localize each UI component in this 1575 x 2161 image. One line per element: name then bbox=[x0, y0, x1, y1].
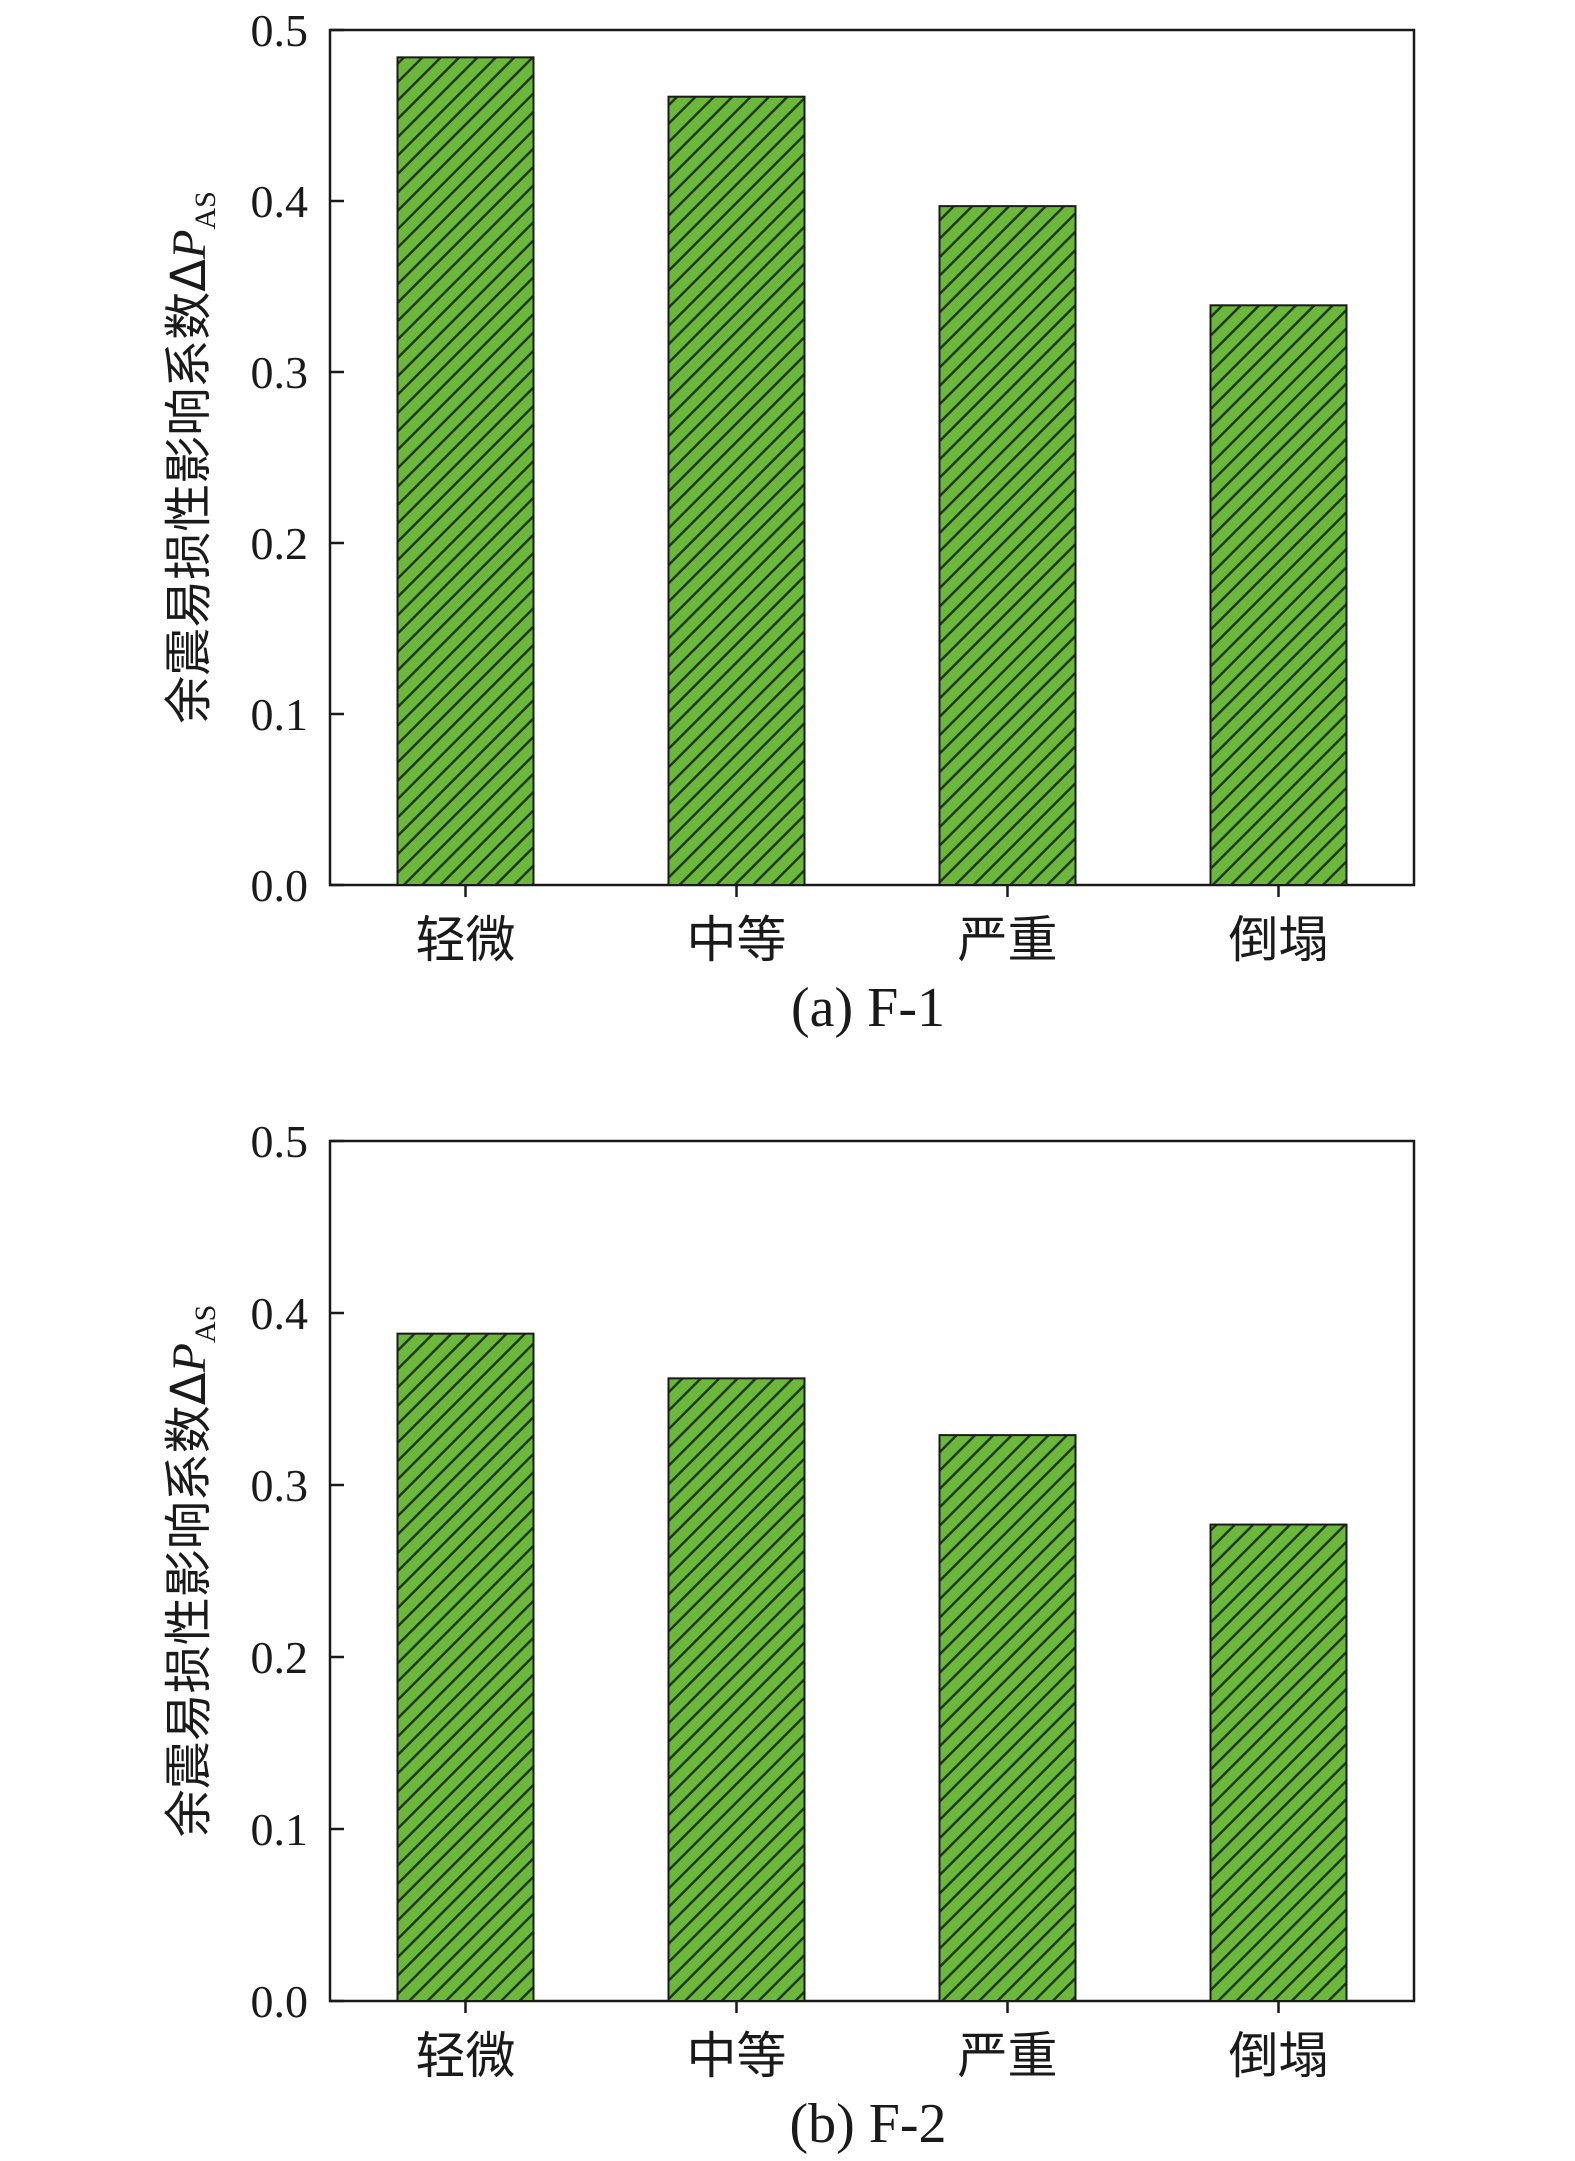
plot-frame bbox=[328, 1139, 1416, 2003]
y-tick-label: 0.4 bbox=[251, 1288, 309, 1339]
y-tick-label: 0.0 bbox=[251, 1976, 309, 2027]
x-category-label: 严重 bbox=[958, 911, 1058, 969]
bar-4 bbox=[1209, 304, 1348, 886]
bar-2 bbox=[667, 1377, 806, 2002]
y-axis-label: 余震易损性影响系数ΔPAS bbox=[161, 191, 222, 724]
x-category-label: 轻微 bbox=[416, 2027, 516, 2085]
y-tick-label: 0.0 bbox=[251, 860, 309, 911]
y-axis-label-text: 余震易损性影响系数Δ bbox=[161, 259, 217, 724]
y-tick-label: 0.5 bbox=[251, 5, 309, 56]
panel-caption: (a) F-1 bbox=[791, 977, 945, 1039]
panel-b: 0.0 0.1 0.2 0.3 0.4 0.5 轻微 中等 严重 倒塌 余震易损性影响系数ΔPAS (… bbox=[161, 1116, 1416, 2155]
y-axis-label-symbol: P bbox=[163, 1343, 216, 1373]
y-tick-label: 0.3 bbox=[251, 1460, 309, 1511]
y-axis-label-subscript: AS bbox=[189, 1305, 222, 1343]
y-tick-label: 0.2 bbox=[251, 1632, 309, 1683]
x-category-label: 轻微 bbox=[416, 911, 516, 969]
x-category-label: 中等 bbox=[687, 2027, 787, 2085]
panel-a: 0.0 0.1 0.2 0.3 0.4 0.5 轻微 中等 严重 倒塌 余震易损性影响系数ΔPAS (… bbox=[161, 5, 1416, 1039]
bar-3 bbox=[938, 1434, 1077, 2002]
y-tick-label: 0.1 bbox=[251, 689, 309, 740]
plot-frame bbox=[328, 28, 1416, 887]
x-category-label: 严重 bbox=[958, 2027, 1058, 2085]
x-category-label: 中等 bbox=[687, 911, 787, 969]
y-axis-label-subscript: AS bbox=[189, 191, 222, 229]
y-axis-label-text: 余震易损性影响系数Δ bbox=[161, 1372, 217, 1837]
y-tick-label: 0.4 bbox=[251, 176, 309, 227]
panel-caption: (b) F-2 bbox=[789, 2093, 946, 2155]
bar-4 bbox=[1209, 1523, 1348, 2003]
bar-3 bbox=[938, 205, 1077, 886]
y-tick-label: 0.2 bbox=[251, 518, 309, 569]
y-tick-label: 0.5 bbox=[251, 1116, 309, 1167]
y-tick-label: 0.1 bbox=[251, 1804, 309, 1855]
x-category-label: 倒塌 bbox=[1229, 911, 1329, 969]
y-axis-label-symbol: P bbox=[163, 230, 216, 260]
y-tick-label: 0.3 bbox=[251, 347, 309, 398]
bar-2 bbox=[667, 95, 806, 886]
bar-1 bbox=[396, 56, 535, 887]
bar-1 bbox=[396, 1332, 535, 2002]
x-category-label: 倒塌 bbox=[1229, 2027, 1329, 2085]
y-axis-label: 余震易损性影响系数ΔPAS bbox=[161, 1305, 222, 1838]
